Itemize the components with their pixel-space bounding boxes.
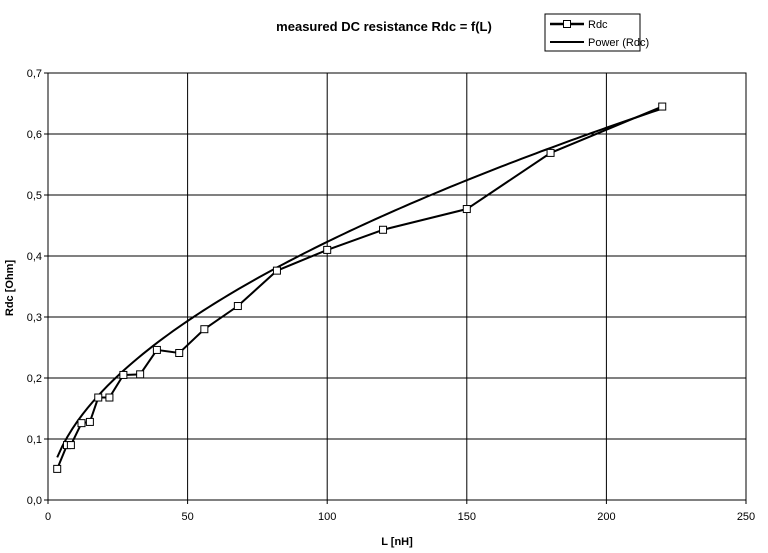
y-tick-label: 0,3	[27, 312, 42, 324]
rdc-point	[152, 345, 161, 354]
legend: Rdc Power (Rdc)	[544, 13, 649, 52]
rdc-point	[200, 325, 209, 334]
legend-rdc-label: Rdc	[588, 19, 608, 31]
x-tick-label: 150	[458, 511, 476, 523]
x-tick-label: 250	[737, 511, 755, 523]
chart-title: measured DC resistance Rdc = f(L)	[276, 19, 492, 34]
y-tick-label: 0,0	[27, 495, 42, 507]
rdc-point	[77, 419, 86, 428]
rdc-point	[175, 348, 184, 357]
x-tick-label: 200	[597, 511, 615, 523]
x-tick-label: 50	[181, 511, 193, 523]
rdc-point	[379, 225, 388, 234]
y-tick-label: 0,7	[27, 68, 42, 80]
rdc-point	[272, 266, 281, 275]
x-axis-label: L [nH]	[381, 536, 413, 548]
rdc-point	[233, 302, 242, 311]
x-tick-label: 0	[45, 511, 51, 523]
axes: 0 50 100 150 200 250 0,0 0,1 0,2 0,3 0,4 0,5 0,6 0,7	[27, 68, 755, 523]
y-tick-label: 0,1	[27, 434, 42, 446]
rdc-point	[323, 245, 332, 254]
y-tick-label: 0,5	[27, 190, 42, 202]
plot-frame	[47, 72, 747, 501]
grid	[48, 73, 746, 500]
y-tick-label: 0,6	[27, 129, 42, 141]
rdc-point	[53, 464, 62, 473]
legend-power-label: Power (Rdc)	[588, 37, 649, 49]
rdc-point	[85, 417, 94, 426]
rdc-point	[136, 370, 145, 379]
y-axis-label: Rdc [Ohm]	[4, 260, 16, 317]
rdc-point	[66, 441, 75, 450]
rdc-point	[658, 102, 667, 111]
rdc-series	[53, 102, 667, 473]
rdc-point	[119, 370, 128, 379]
rdc-point	[94, 393, 103, 402]
legend-box	[544, 13, 641, 52]
rdc-point	[105, 393, 114, 402]
power-fit-line	[56, 107, 663, 458]
x-tick-label: 100	[318, 511, 336, 523]
power-fit-series	[56, 107, 663, 458]
rdc-point	[546, 148, 555, 157]
y-tick-label: 0,2	[27, 373, 42, 385]
legend-rdc-marker	[563, 20, 571, 28]
rdc-point	[462, 205, 471, 214]
y-tick-label: 0,4	[27, 251, 42, 263]
